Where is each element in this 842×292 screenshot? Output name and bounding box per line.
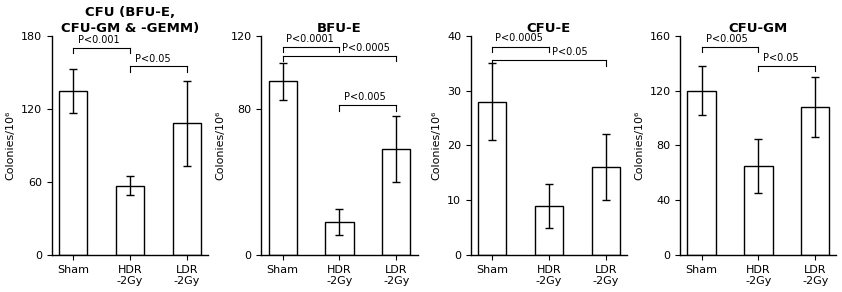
Y-axis label: Colonies/10⁶: Colonies/10⁶ [431,111,441,180]
Bar [687,91,716,255]
Bar [116,186,144,255]
Bar [801,107,829,255]
Text: P<0.05: P<0.05 [135,54,170,64]
Bar [173,124,201,255]
Text: P<0.05: P<0.05 [763,53,798,63]
Bar [382,149,410,255]
Text: P<0.0001: P<0.0001 [285,34,333,44]
Bar [535,206,563,255]
Bar [325,222,354,255]
Text: P<0.05: P<0.05 [552,47,588,57]
Title: CFU-GM: CFU-GM [729,22,788,34]
Bar [269,81,297,255]
Bar [592,167,620,255]
Y-axis label: Colonies/10⁶: Colonies/10⁶ [215,111,225,180]
Title: CFU-E: CFU-E [527,22,571,34]
Title: BFU-E: BFU-E [317,22,362,34]
Title: CFU (BFU-E,
CFU-GM & -GEMM): CFU (BFU-E, CFU-GM & -GEMM) [61,6,200,34]
Text: P<0.001: P<0.001 [77,35,120,46]
Bar [478,102,506,255]
Bar [744,166,773,255]
Text: P<0.0005: P<0.0005 [495,33,543,44]
Text: P<0.0005: P<0.0005 [343,43,390,53]
Text: P<0.005: P<0.005 [706,34,748,44]
Bar [59,91,88,255]
Y-axis label: Colonies/10⁶: Colonies/10⁶ [634,111,644,180]
Text: P<0.005: P<0.005 [344,93,386,102]
Y-axis label: Colonies/10⁶: Colonies/10⁶ [6,111,15,180]
